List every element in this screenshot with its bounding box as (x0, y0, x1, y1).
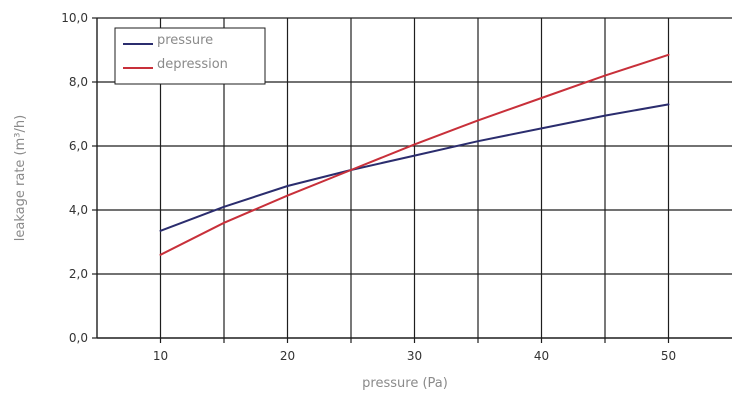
x-tick-label: 50 (661, 349, 676, 363)
data-series (159, 53, 670, 256)
legend: pressure depression (114, 27, 266, 85)
tick-labels: 0,0 2,0 4,0 6,0 8,0 10,0 10 20 30 40 50 (61, 11, 676, 363)
x-tick-label: 30 (407, 349, 422, 363)
y-tick-label: 6,0 (69, 139, 88, 153)
x-axis-label: pressure (Pa) (362, 376, 448, 391)
grid-lines (97, 17, 732, 338)
series-line-depression (159, 53, 670, 256)
legend-label-pressure: pressure (157, 33, 213, 48)
x-tick-label: 20 (280, 349, 295, 363)
x-tick-label: 10 (153, 349, 168, 363)
x-tick-label: 40 (534, 349, 549, 363)
axes (92, 17, 732, 343)
legend-box (114, 27, 266, 85)
legend-label-depression: depression (157, 57, 228, 72)
y-tick-label: 0,0 (69, 331, 88, 345)
y-tick-label: 2,0 (69, 267, 88, 281)
y-tick-label: 4,0 (69, 203, 88, 217)
series-line-pressure (159, 103, 670, 232)
y-tick-label: 8,0 (69, 75, 88, 89)
y-axis-label: leakage rate (m³/h) (13, 115, 28, 241)
y-tick-label: 10,0 (61, 11, 88, 25)
